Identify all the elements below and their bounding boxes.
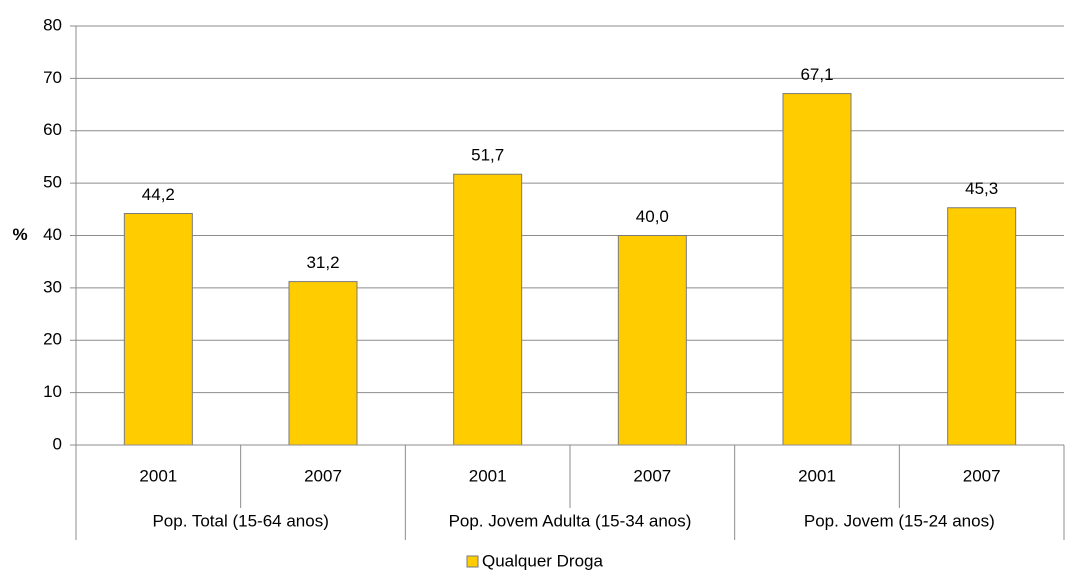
y-tick-label: 30 xyxy=(43,277,62,296)
bar xyxy=(453,173,523,446)
y-tick-label: 20 xyxy=(43,330,62,349)
y-tick-label: 50 xyxy=(43,173,62,192)
y-tick-label: 60 xyxy=(43,120,62,139)
y-tick-label: 70 xyxy=(43,68,62,87)
category-label: 2001 xyxy=(469,466,507,485)
y-axis-ticks: 0 10 20 30 40 50 60 70 80 xyxy=(43,15,76,453)
bar xyxy=(947,207,1017,446)
category-labels: 2001 2007 2001 2007 2001 2007 xyxy=(139,466,1000,485)
group-label: Pop. Total (15-64 anos) xyxy=(152,511,328,530)
bar xyxy=(288,281,358,446)
y-tick-label: 0 xyxy=(53,434,62,453)
category-label: 2001 xyxy=(798,466,836,485)
data-labels: 44,2 31,2 51,7 40,0 67,1 45,3 xyxy=(142,65,998,272)
category-label: 2007 xyxy=(304,466,342,485)
data-label: 67,1 xyxy=(800,65,833,84)
legend-label: Qualquer Droga xyxy=(482,551,604,570)
bar xyxy=(782,93,852,446)
category-label: 2007 xyxy=(963,466,1001,485)
group-label: Pop. Jovem Adulta (15-34 anos) xyxy=(449,511,692,530)
bar xyxy=(123,213,193,446)
group-labels: Pop. Total (15-64 anos) Pop. Jovem Adulta… xyxy=(152,511,994,530)
category-label: 2001 xyxy=(139,466,177,485)
legend: Qualquer Droga xyxy=(466,551,604,570)
data-label: 45,3 xyxy=(965,179,998,198)
category-label: 2007 xyxy=(633,466,671,485)
legend-swatch xyxy=(466,555,479,568)
group-label: Pop. Jovem (15-24 anos) xyxy=(804,511,995,530)
axes xyxy=(75,26,1065,540)
bars xyxy=(123,93,1017,446)
data-label: 40,0 xyxy=(636,207,669,226)
data-label: 51,7 xyxy=(471,146,504,165)
y-tick-label: 10 xyxy=(43,382,62,401)
y-axis-title: % xyxy=(12,225,27,244)
y-tick-label: 80 xyxy=(43,15,62,34)
data-label: 44,2 xyxy=(142,185,175,204)
data-label: 31,2 xyxy=(306,253,339,272)
bar xyxy=(617,235,687,446)
y-tick-label: 40 xyxy=(43,225,62,244)
gridlines xyxy=(76,25,1064,394)
